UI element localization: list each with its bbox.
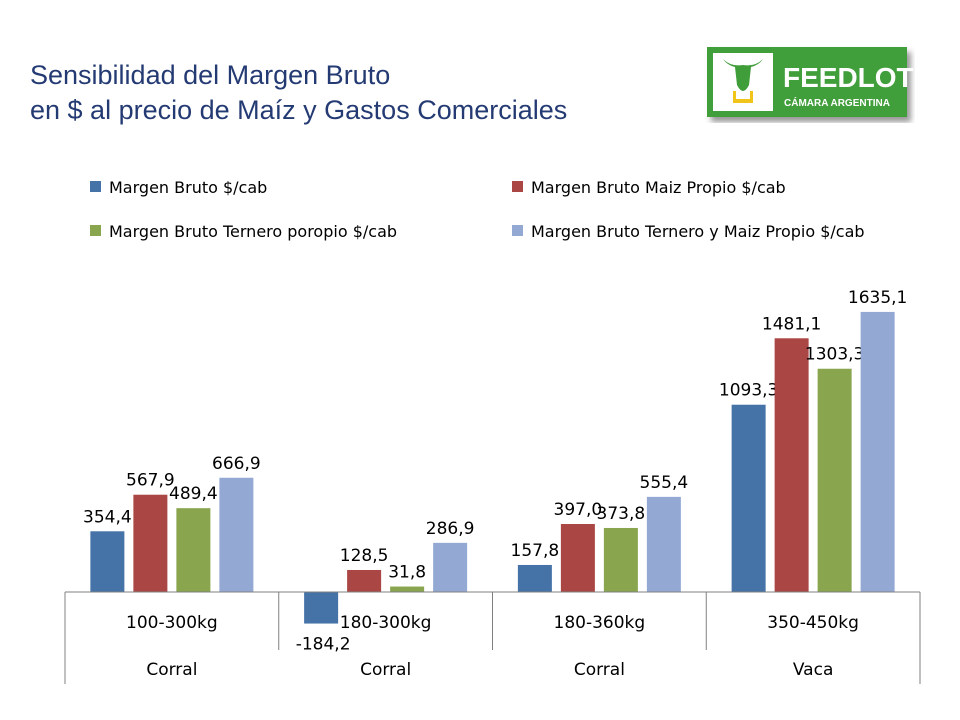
- data-label: 567,9: [126, 471, 175, 491]
- svg-text:CÁMARA ARGENTINA: CÁMARA ARGENTINA: [784, 96, 890, 109]
- legend-item: Margen Bruto Maiz Propio $/cab: [512, 178, 786, 197]
- title-line-1: Sensibilidad del Margen Bruto: [30, 60, 391, 90]
- chart-title: Sensibilidad del Margen Bruto en $ al pr…: [30, 58, 567, 128]
- legend-label: Margen Bruto Ternero poropio $/cab: [109, 222, 398, 241]
- data-label: 1303,3: [805, 345, 864, 365]
- data-label: 286,9: [426, 519, 475, 539]
- group-label: Corral: [146, 660, 197, 680]
- legend-swatch: [90, 225, 101, 236]
- bar: [304, 592, 339, 624]
- category-label: 100-300kg: [126, 613, 218, 633]
- bar: [774, 338, 809, 592]
- legend-swatch: [512, 181, 523, 192]
- data-label: 373,8: [597, 504, 646, 524]
- group-label: Vaca: [793, 660, 834, 680]
- data-label: 1481,1: [762, 314, 821, 334]
- data-label: 666,9: [212, 454, 261, 474]
- bar: [560, 523, 595, 592]
- legend-label: Margen Bruto $/cab: [109, 178, 268, 197]
- data-label: 1093,3: [719, 381, 778, 401]
- data-label: 31,8: [388, 563, 426, 583]
- group-label: Corral: [360, 660, 411, 680]
- legend-item: Margen Bruto $/cab: [90, 178, 267, 197]
- bar: [176, 508, 211, 592]
- data-label: -184,2: [296, 635, 351, 655]
- bar: [817, 368, 852, 592]
- category-label: 350-450kg: [767, 613, 859, 633]
- legend-swatch: [90, 181, 101, 192]
- cow-head-icon: [723, 59, 763, 103]
- bar: [133, 494, 168, 592]
- bar: [860, 311, 895, 592]
- bar: [347, 569, 382, 592]
- data-label: 489,4: [169, 484, 218, 504]
- title-line-2: en $ al precio de Maíz y Gastos Comercia…: [30, 95, 568, 125]
- group-label: Corral: [574, 660, 625, 680]
- bar: [603, 527, 638, 592]
- svg-text:FEEDLOT: FEEDLOT: [783, 62, 914, 93]
- data-label: 397,0: [554, 500, 603, 520]
- category-label: 180-360kg: [554, 613, 646, 633]
- bar: [433, 542, 468, 592]
- bar: [517, 564, 552, 592]
- legend-swatch: [512, 225, 523, 236]
- data-label: 555,4: [640, 473, 689, 493]
- bar: [90, 531, 125, 592]
- legend-item: Margen Bruto Ternero poropio $/cab: [90, 222, 397, 241]
- legend-item: Margen Bruto Ternero y Maiz Propio $/cab: [512, 222, 865, 241]
- legend-label: Margen Bruto Ternero y Maiz Propio $/cab: [531, 222, 865, 241]
- category-label: 180-300kg: [340, 613, 432, 633]
- legend-label: Margen Bruto Maiz Propio $/cab: [531, 178, 786, 197]
- feedlot-logo: FEEDLOT CÁMARA ARGENTINA: [705, 45, 915, 123]
- bar: [731, 404, 766, 592]
- data-label: 157,8: [511, 541, 560, 561]
- bar: [646, 496, 681, 592]
- data-label: 1635,1: [848, 288, 907, 308]
- bar: [390, 586, 425, 592]
- data-label: 354,4: [83, 507, 132, 527]
- bar: [219, 477, 254, 592]
- data-label: 128,5: [340, 546, 389, 566]
